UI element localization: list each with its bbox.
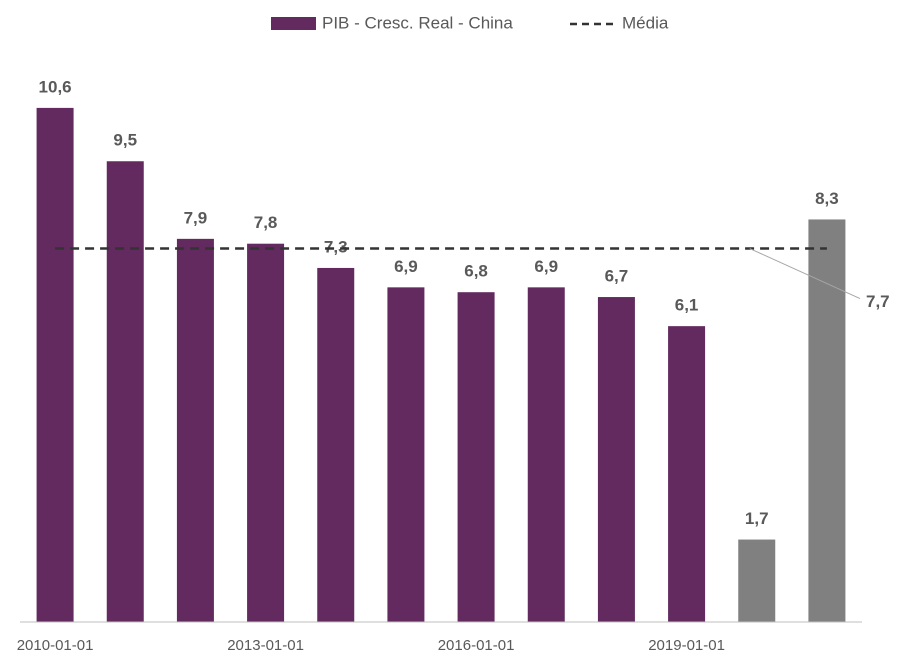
data-label: 6,1	[675, 296, 699, 315]
data-label: 6,8	[464, 262, 488, 281]
bar	[317, 267, 355, 622]
bar	[387, 287, 425, 622]
data-label: 8,3	[815, 189, 839, 208]
bar	[457, 292, 495, 622]
data-label: 1,7	[745, 509, 769, 528]
x-tick-label: 2019-01-01	[648, 637, 725, 654]
bar	[527, 287, 565, 622]
x-tick-label: 2016-01-01	[438, 637, 515, 654]
data-label: 6,7	[605, 267, 629, 286]
data-label: 7,8	[254, 213, 278, 232]
bar	[738, 539, 776, 622]
legend-label: Média	[622, 13, 669, 32]
bar	[668, 326, 706, 622]
x-tick-label: 2013-01-01	[227, 637, 304, 654]
bar	[106, 161, 144, 622]
bar	[597, 297, 635, 622]
data-label: 6,9	[394, 257, 418, 276]
bar	[176, 238, 214, 622]
bar	[808, 219, 846, 622]
bar	[247, 243, 285, 622]
legend-label: PIB - Cresc. Real - China	[322, 13, 513, 32]
legend-swatch	[271, 17, 316, 30]
data-label: 10,6	[39, 77, 72, 96]
data-label: 7,9	[184, 208, 208, 227]
bar	[36, 107, 74, 622]
data-label: 7,3	[324, 237, 348, 256]
x-tick-label: 2010-01-01	[17, 637, 94, 654]
data-label: 9,5	[113, 131, 137, 150]
leader-line	[749, 248, 861, 300]
average-label: 7,7	[866, 292, 890, 311]
data-label: 6,9	[534, 257, 558, 276]
